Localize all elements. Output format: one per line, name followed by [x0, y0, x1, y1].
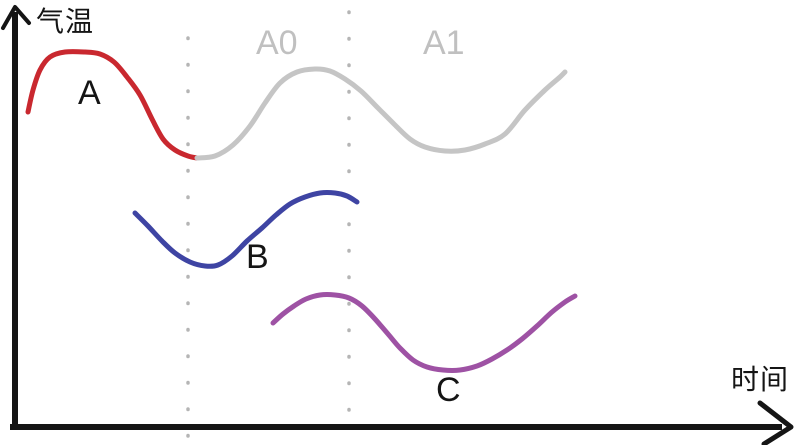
x-axis-label: 时间 [731, 364, 790, 395]
curve-A0-A1 [194, 66, 568, 161]
curve-label-A: A [78, 74, 101, 112]
x-axis-arrowhead-icon [757, 400, 794, 445]
curves [25, 49, 578, 373]
curve-B [132, 190, 360, 269]
y-axis-label: 气温 [36, 6, 95, 37]
y-axis-arrowhead-icon [1, 5, 31, 30]
curve-C [270, 292, 578, 373]
curve-A [25, 49, 200, 161]
curve-label-A1: A1 [423, 24, 465, 62]
curve-label-B: B [246, 238, 269, 276]
curve-label-C: C [436, 371, 461, 409]
curve-label-A0: A0 [256, 24, 298, 62]
